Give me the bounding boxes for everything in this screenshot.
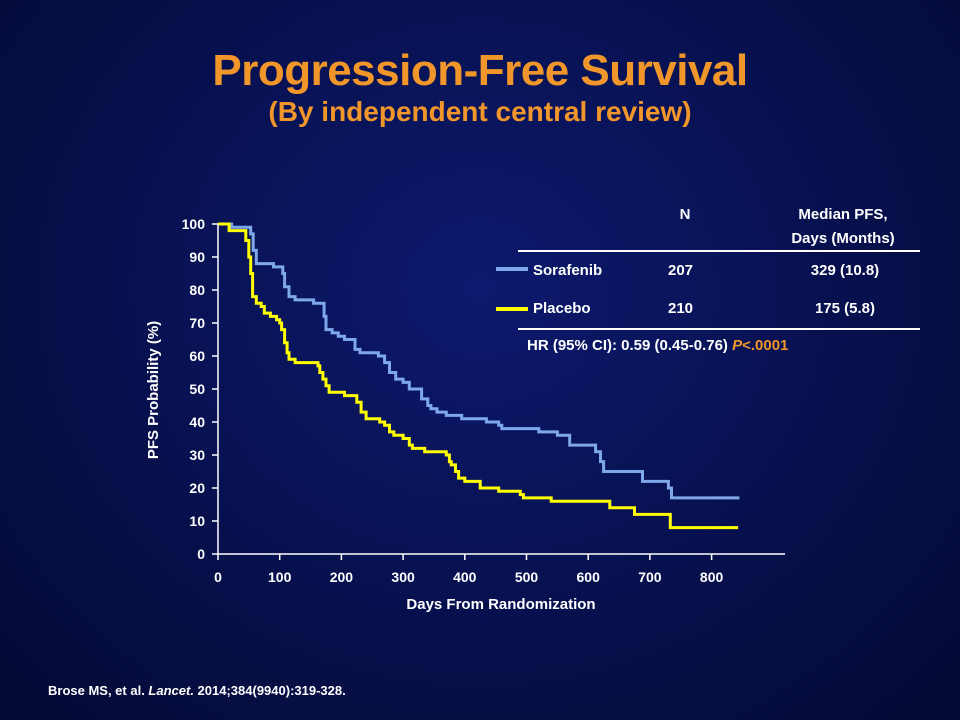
legend-col-median-line1: Median PFS, bbox=[798, 206, 887, 223]
legend-median-placebo: 175 (5.8) bbox=[815, 300, 875, 317]
y-tick-label: 70 bbox=[189, 315, 205, 331]
x-tick-label: 0 bbox=[214, 569, 222, 585]
x-tick-label: 800 bbox=[700, 569, 724, 585]
p-value-text: <.0001 bbox=[742, 337, 789, 354]
p-value: P<.0001 bbox=[732, 337, 788, 354]
x-tick-label: 500 bbox=[515, 569, 539, 585]
p-label: P bbox=[732, 337, 743, 354]
x-tick-label: 700 bbox=[638, 569, 662, 585]
km-curve-sorafenib bbox=[218, 222, 740, 500]
slide-subtitle: (By independent central review) bbox=[268, 96, 692, 127]
legend-col-n: N bbox=[680, 206, 691, 223]
x-tick-label: 300 bbox=[391, 569, 415, 585]
km-curves bbox=[218, 222, 740, 530]
x-tick-label: 400 bbox=[453, 569, 477, 585]
x-tick-label: 600 bbox=[577, 569, 601, 585]
y-tick-label: 40 bbox=[189, 414, 205, 430]
y-tick-label: 50 bbox=[189, 381, 205, 397]
legend-label-sorafenib: Sorafenib bbox=[533, 262, 602, 279]
y-tick-label: 0 bbox=[197, 546, 205, 562]
y-tick-label: 10 bbox=[189, 513, 205, 529]
y-tick-label: 60 bbox=[189, 348, 205, 364]
y-tick-label: 80 bbox=[189, 282, 205, 298]
citation-details: 2014;384(9940):319-328. bbox=[193, 683, 346, 698]
y-tick-label: 20 bbox=[189, 480, 205, 496]
y-tick-label: 100 bbox=[182, 216, 206, 232]
citation: Brose MS, et al. Lancet. 2014;384(9940):… bbox=[48, 683, 346, 698]
legend-n-sorafenib: 207 bbox=[668, 262, 693, 279]
y-tick-label: 30 bbox=[189, 447, 205, 463]
legend-table: N Median PFS, Days (Months) Sorafenib 20… bbox=[496, 206, 920, 330]
km-curve-placebo bbox=[218, 222, 739, 530]
hazard-ratio-annotation: HR (95% CI): 0.59 (0.45-0.76) P<.0001 bbox=[527, 337, 788, 354]
x-axis-title: Days From Randomization bbox=[406, 596, 595, 613]
slide-title: Progression-Free Survival bbox=[212, 46, 748, 95]
hr-text: HR (95% CI): 0.59 (0.45-0.76) bbox=[527, 337, 733, 354]
y-tick-label: 90 bbox=[189, 249, 205, 265]
citation-journal: Lancet. bbox=[148, 683, 194, 698]
legend-col-median-line2: Days (Months) bbox=[791, 230, 894, 247]
x-tick-label: 100 bbox=[268, 569, 292, 585]
x-axis-ticks: 0 100 200 300 400 500 600 700 800 bbox=[214, 554, 723, 585]
legend-label-placebo: Placebo bbox=[533, 300, 591, 317]
x-tick-label: 200 bbox=[330, 569, 354, 585]
citation-authors: Brose MS, et al. bbox=[48, 683, 149, 698]
y-axis-ticks: 0 10 20 30 40 50 60 70 80 90 100 bbox=[182, 216, 218, 562]
y-axis-title: PFS Probability (%) bbox=[145, 321, 162, 459]
legend-n-placebo: 210 bbox=[668, 300, 693, 317]
legend-median-sorafenib: 329 (10.8) bbox=[811, 262, 879, 279]
